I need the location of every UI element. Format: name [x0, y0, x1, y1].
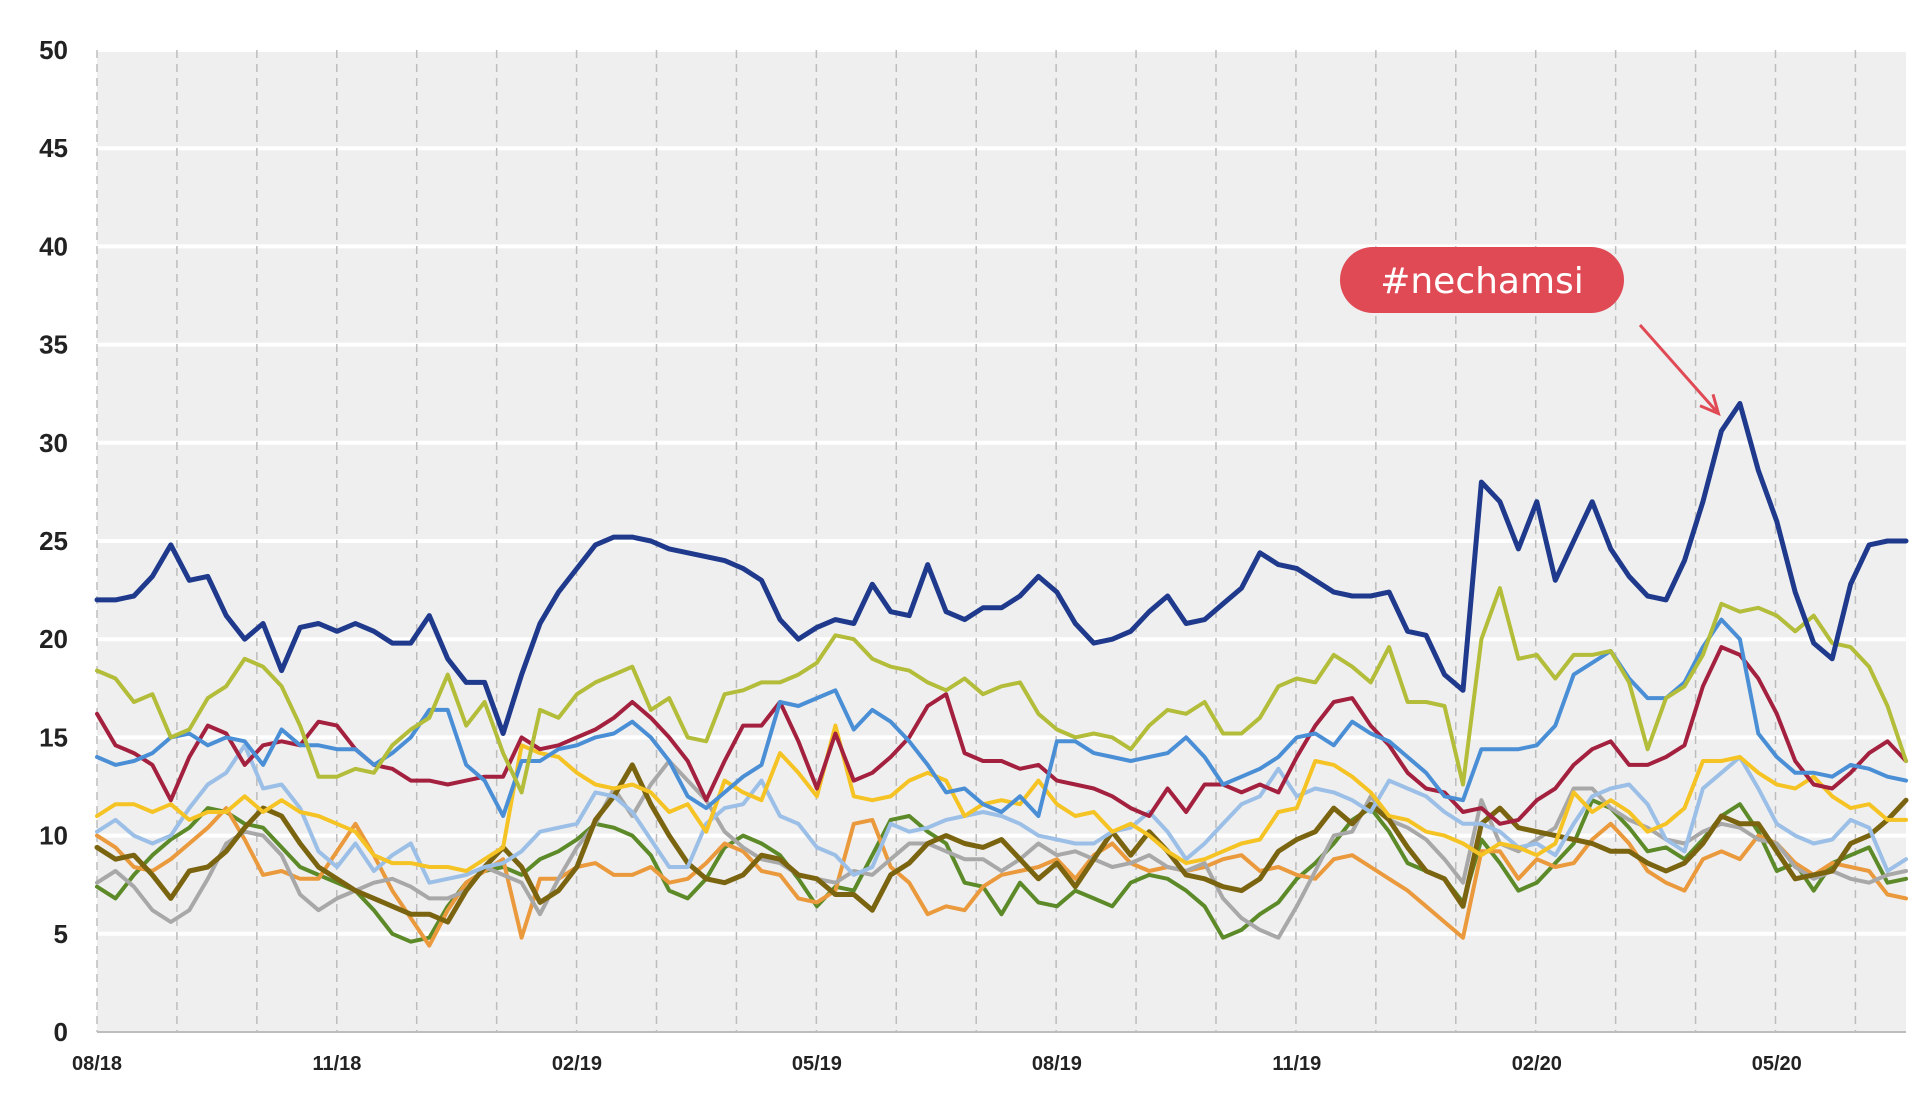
y-tick-label: 35 [39, 330, 68, 360]
x-tick-label: 11/18 [312, 1053, 361, 1075]
y-tick-label: 10 [39, 821, 68, 851]
y-axis-tick-labels: 0 5 10 15 20 25 30 35 40 45 50 [39, 35, 68, 1047]
annotation-label: #nechamsi [1380, 261, 1584, 302]
annotation-arrow-line [1638, 324, 1720, 415]
annotation-arrow-head [1699, 393, 1721, 417]
y-tick-label: 20 [39, 624, 68, 654]
y-tick-label: 0 [54, 1017, 68, 1047]
series-line-light-blue [95, 743, 1908, 885]
series-line-blue [95, 617, 1908, 818]
x-tick-label: 02/19 [552, 1053, 602, 1075]
series-line-crimson [95, 645, 1908, 826]
series-line-navy [94, 401, 1909, 736]
y-tick-label: 40 [39, 231, 68, 261]
y-tick-label: 45 [39, 133, 68, 163]
annotation-badge [1340, 247, 1624, 313]
x-tick-label: 05/20 [1752, 1053, 1802, 1075]
x-tick-label: 05/19 [792, 1053, 842, 1075]
y-tick-label: 50 [39, 35, 68, 65]
series-line-orange [95, 806, 1908, 948]
series-lines [94, 401, 1909, 948]
annotation-callout: #nechamsi [1340, 247, 1721, 417]
series-line-yellow [95, 723, 1908, 873]
x-tick-label: 08/18 [72, 1053, 122, 1075]
y-tick-label: 5 [54, 919, 68, 949]
x-tick-label: 11/19 [1272, 1053, 1321, 1075]
series-line-olive-green [95, 586, 1908, 795]
x-tick-label: 02/20 [1512, 1053, 1562, 1075]
y-tick-label: 25 [39, 526, 68, 556]
x-tick-label: 08/19 [1032, 1053, 1082, 1075]
x-axis-tick-labels: 08/18 11/18 02/19 05/19 08/19 11/19 02/20 05/20 [72, 1053, 1802, 1075]
series-line-brown [94, 762, 1909, 925]
y-tick-label: 30 [39, 428, 68, 458]
series-line-gray [95, 759, 1908, 940]
y-tick-label: 15 [39, 722, 68, 752]
